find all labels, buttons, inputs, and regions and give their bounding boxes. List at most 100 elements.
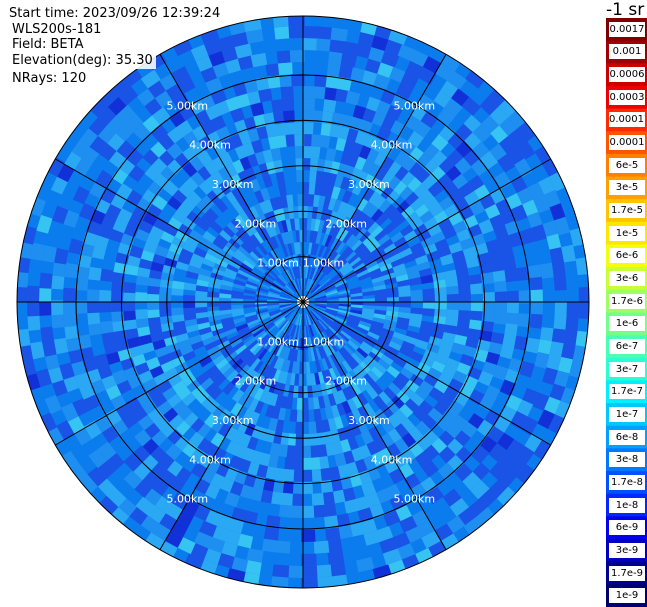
range-gate	[362, 173, 376, 189]
range-gate	[311, 268, 318, 281]
range-gate	[400, 71, 419, 89]
range-gate	[401, 171, 417, 187]
range-gate	[407, 426, 424, 443]
range-gate	[282, 384, 290, 397]
range-gate	[382, 323, 396, 333]
range-gate	[430, 166, 447, 183]
range-gate	[243, 78, 260, 94]
range-gate	[295, 325, 300, 338]
range-gate	[215, 552, 235, 569]
range-gate	[295, 313, 300, 326]
range-gate	[472, 123, 492, 143]
range-gate	[400, 224, 415, 238]
range-gate	[243, 304, 256, 309]
range-gate	[429, 203, 445, 218]
range-gate	[195, 54, 215, 72]
range-gate	[225, 241, 239, 253]
range-gate	[348, 314, 361, 321]
azimuth-spoke	[55, 301, 304, 446]
range-gate	[83, 420, 102, 440]
range-gate	[177, 367, 193, 381]
range-gate	[394, 151, 410, 167]
range-gate	[518, 290, 531, 304]
range-gate	[542, 367, 559, 386]
range-gate	[282, 308, 294, 317]
range-gate	[384, 39, 404, 57]
range-gate	[369, 177, 383, 192]
colorbar-label: 1e-9	[609, 588, 645, 604]
range-gate	[334, 335, 346, 347]
range-gate	[383, 203, 397, 218]
range-gate	[554, 216, 571, 236]
range-gate	[232, 340, 245, 352]
range-gate	[288, 26, 305, 39]
range-gate	[377, 258, 391, 269]
range-gate	[354, 266, 368, 276]
range-gate	[277, 444, 288, 458]
range-gate	[231, 388, 245, 403]
range-gate	[409, 483, 428, 501]
range-gate	[280, 371, 289, 385]
range-gate	[243, 295, 256, 300]
range-gate	[319, 318, 330, 328]
range-gate	[341, 387, 353, 401]
range-gate	[262, 174, 273, 188]
range-gate	[279, 305, 292, 310]
range-gate	[17, 270, 29, 288]
range-gate	[326, 304, 339, 308]
range-gate	[308, 421, 317, 434]
range-gate	[527, 211, 544, 230]
range-gate	[303, 146, 313, 159]
range-gate	[357, 272, 371, 281]
range-gate	[375, 526, 394, 543]
range-gate	[51, 312, 65, 329]
range-gate	[374, 297, 387, 303]
range-gate	[539, 327, 554, 344]
range-gate	[399, 367, 414, 381]
range-gate	[342, 41, 360, 56]
range-gate	[288, 230, 295, 244]
range-gate	[390, 395, 405, 410]
range-gate	[123, 318, 138, 331]
range-gate	[260, 257, 272, 269]
range-gate	[147, 180, 164, 197]
range-gate	[259, 489, 273, 504]
range-gate	[315, 321, 325, 333]
range-gate	[159, 300, 172, 310]
range-gate	[295, 421, 303, 434]
range-gate	[88, 266, 102, 281]
range-gate	[282, 287, 294, 296]
range-gate	[392, 409, 408, 424]
range-gate	[198, 180, 214, 195]
range-gate	[246, 339, 259, 351]
range-gate	[366, 369, 380, 383]
range-gate	[398, 307, 411, 315]
range-gate	[420, 355, 435, 369]
range-gate	[313, 322, 321, 335]
range-gate	[287, 206, 295, 220]
range-gate	[136, 325, 151, 337]
range-gate	[54, 247, 69, 265]
range-gate	[362, 308, 375, 314]
range-gate	[224, 350, 238, 363]
range-gate	[195, 371, 210, 386]
range-gate	[324, 515, 339, 529]
range-gate	[210, 271, 224, 281]
range-gate	[379, 262, 393, 273]
range-gate	[371, 276, 385, 284]
range-gate	[368, 241, 382, 254]
range-gate	[313, 306, 325, 314]
range-gate	[549, 247, 565, 265]
range-gate	[277, 275, 288, 286]
range-gate	[301, 553, 317, 566]
range-gate	[310, 373, 317, 386]
range-gate	[426, 250, 441, 263]
range-gate	[530, 302, 543, 317]
range-gate	[340, 346, 352, 359]
range-gate	[166, 392, 182, 408]
range-gate	[264, 339, 275, 351]
colorbar-label: 0.0001	[609, 135, 645, 151]
range-gate	[351, 408, 363, 423]
range-gate	[500, 246, 515, 261]
range-gate	[197, 165, 213, 181]
